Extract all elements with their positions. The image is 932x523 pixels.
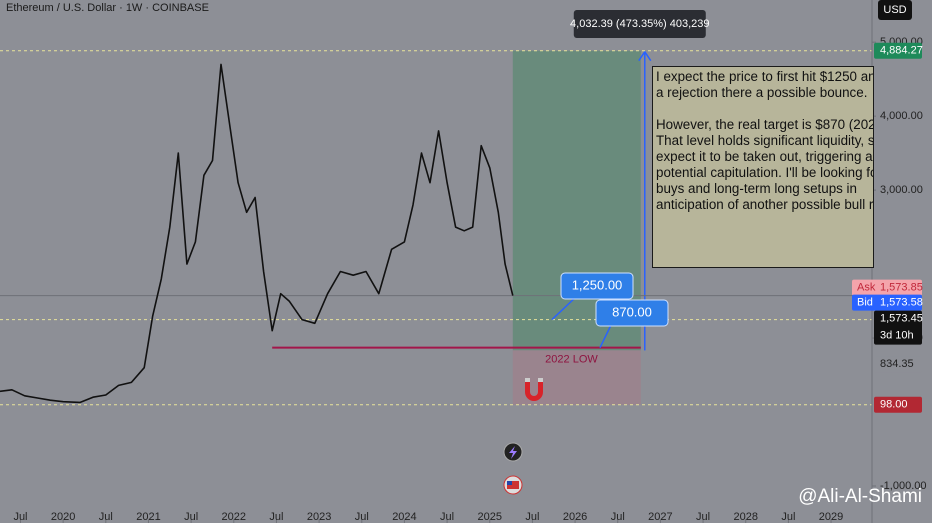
x-tick-label: 2020 (51, 511, 75, 523)
price-tag-name: Ask (857, 282, 876, 294)
x-tick-label: Jul (440, 511, 454, 523)
x-tick-label: 2026 (563, 511, 587, 523)
x-tick-label: Jul (525, 511, 539, 523)
currency: USD (883, 4, 906, 16)
chart-title: Ethereum / U.S. Dollar · 1W · COINBASE (6, 2, 209, 14)
price-tag-label: 4,884.27 (880, 45, 923, 57)
x-tick-label: 2021 (136, 511, 160, 523)
y-tick-label: 4,000.00 (880, 110, 923, 122)
x-tick-label: Jul (611, 511, 625, 523)
us-flag (507, 481, 519, 489)
price-tag (874, 396, 922, 413)
x-tick-label: Jul (355, 511, 369, 523)
callout-label: 870.00 (612, 304, 652, 319)
callout-pointer (551, 295, 578, 321)
price-tag-label: 1,573.45 (880, 313, 923, 325)
price-tag (852, 294, 922, 311)
support-label: 2022 LOW (545, 354, 598, 366)
arrow-head (638, 50, 652, 62)
y-tick-label: 3,000.00 (880, 184, 923, 196)
position-stats: 4,032.39 (473.35%) 403,239 (570, 18, 709, 30)
x-tick-label: Jul (13, 511, 27, 523)
x-tick-label: 2022 (222, 511, 246, 523)
x-tick-label: 2027 (648, 511, 672, 523)
price-tag-label: 834.35 (880, 358, 914, 370)
x-tick-label: 2024 (392, 511, 416, 523)
price-tag (852, 279, 922, 296)
currency-box (878, 0, 912, 20)
stats-box (573, 10, 706, 38)
price-tag (874, 42, 922, 59)
note-box: I expect the price to first hit $1250 an… (652, 66, 874, 268)
x-tick-label: 2029 (819, 511, 843, 523)
price-tag-label: 98.00 (880, 399, 908, 411)
x-tick-label: Jul (269, 511, 283, 523)
price-tag-name: Bid (857, 297, 873, 309)
note-line: anticipation of another possible bull ru… (656, 197, 874, 212)
price-tag-note: 3d 10h (880, 330, 914, 342)
price-tag (874, 310, 922, 345)
x-tick-label: 2023 (307, 511, 331, 523)
note-line: However, the real target is $870 (2022 l… (656, 117, 873, 132)
note-line: potential capitulation. I'll be looking … (656, 165, 873, 180)
x-tick-label: Jul (184, 511, 198, 523)
callout-label: 1,250.00 (572, 277, 623, 292)
us-flag-canton (507, 481, 512, 485)
price-tag-label: 1,573.85 (880, 282, 923, 294)
x-tick-label: 2025 (478, 511, 502, 523)
note-line: buys and long-term long setups in (656, 181, 857, 196)
price-tag-label: 1,573.58 (880, 297, 923, 309)
note-line: expect it to be taken out, triggering a (656, 149, 873, 164)
callout-pointer (599, 322, 613, 349)
callout-box (560, 272, 634, 300)
stop-zone (512, 350, 641, 405)
note-line: I expect the price to first hit $1250 an… (656, 69, 873, 84)
x-tick-label: Jul (696, 511, 710, 523)
note-line (656, 101, 870, 117)
x-tick-label: Jul (781, 511, 795, 523)
x-tick-label: 2028 (733, 511, 757, 523)
x-tick-label: Jul (99, 511, 113, 523)
callout-box (595, 299, 669, 327)
event-icon-glyph (509, 446, 517, 459)
magnet-icon (525, 378, 543, 401)
price-tag (874, 356, 922, 373)
note-line: a rejection there a possible bounce. (656, 85, 868, 100)
y-tick-label: -1,000.00 (880, 480, 926, 492)
price-line (0, 63, 514, 404)
note-line: That level holds significant liquidity, … (656, 133, 874, 148)
watermark: @Ali-Al-Shami (798, 486, 922, 507)
price-axis-panel (872, 0, 932, 523)
